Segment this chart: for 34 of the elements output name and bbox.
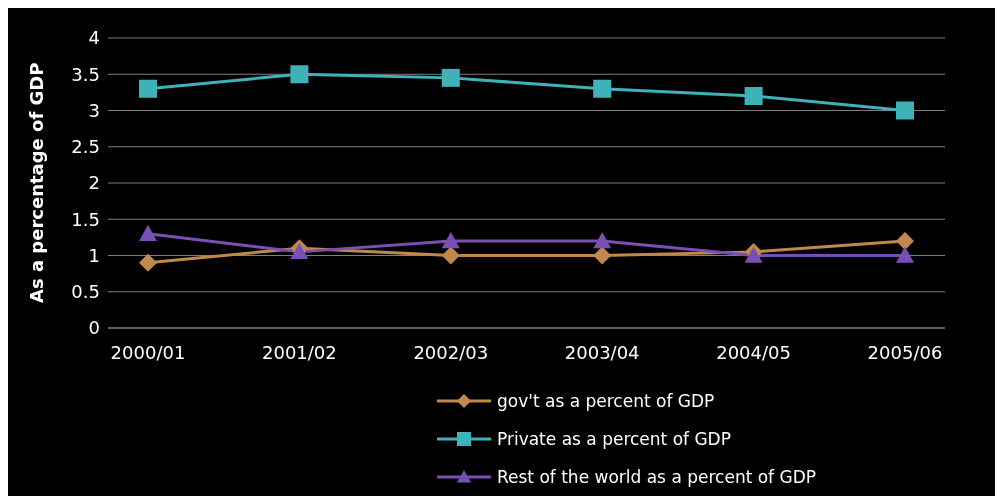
y-tick-label: 3.5 [71, 63, 100, 85]
point [744, 87, 763, 105]
y-tick-label: 0.5 [71, 281, 100, 303]
x-tick-label: 2002/03 [413, 341, 489, 363]
point [441, 232, 460, 249]
x-tick-label: 2004/05 [716, 341, 791, 363]
point [744, 246, 763, 263]
point [139, 79, 157, 98]
point [896, 101, 914, 120]
point [441, 246, 460, 265]
y-tick-label: 0 [88, 317, 100, 339]
x-tick-label: 2003/04 [564, 341, 640, 363]
y-tick-label: 1.5 [71, 208, 100, 230]
point [441, 68, 460, 87]
y-tick-label: 4 [88, 27, 100, 49]
point [593, 232, 612, 249]
legend-label: gov't as a percent of GDP [496, 391, 715, 411]
x-tick-label: 2000/01 [110, 341, 186, 363]
point [139, 253, 157, 272]
point [593, 79, 612, 98]
point [896, 246, 914, 263]
legend-label: Rest of the world as a percent of GDP [496, 467, 817, 487]
point [290, 65, 309, 84]
point [139, 224, 157, 241]
y-tick-label: 3 [88, 99, 100, 121]
x-tick-label: 2005/06 [867, 341, 943, 363]
point [896, 232, 914, 250]
y-tick-label: 2 [88, 172, 100, 194]
y-axis-title: As a percentage of GDP [26, 62, 48, 303]
legend-label: Private as a percent of GDP [496, 429, 731, 449]
y-tick-label: 2.5 [71, 136, 100, 158]
x-tick-label: 2001/02 [262, 341, 337, 363]
point [593, 246, 612, 265]
y-tick-label: 1 [88, 244, 100, 266]
